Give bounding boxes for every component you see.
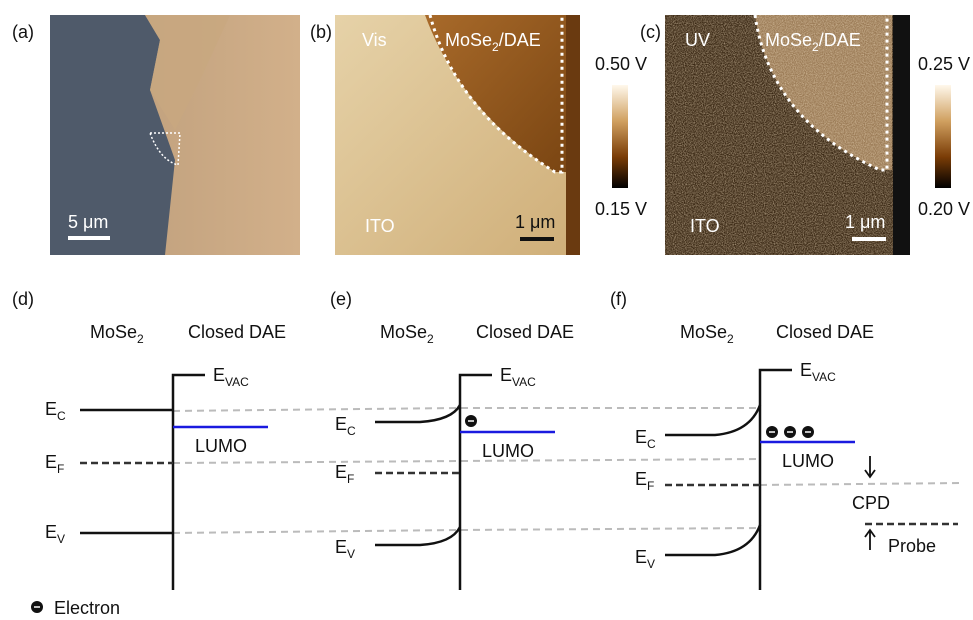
- text: E: [213, 365, 225, 385]
- text: E: [335, 462, 347, 482]
- subscript: C: [647, 437, 656, 451]
- panel-label: (c): [640, 22, 661, 42]
- subscript: VAC: [512, 375, 536, 389]
- subscript: V: [647, 557, 655, 571]
- subscript: 2: [137, 332, 144, 346]
- scale-label: 1 μm: [515, 212, 555, 232]
- mode-label: Vis: [362, 30, 387, 50]
- text: MoSe: [380, 322, 427, 342]
- colorbar: [935, 85, 951, 188]
- interface: [173, 375, 205, 590]
- colorbar: [612, 85, 628, 188]
- scale-label: 1 μm: [845, 212, 885, 232]
- reference-line: [173, 459, 760, 463]
- level-label: EVAC: [213, 365, 249, 389]
- text: MoSe: [90, 322, 137, 342]
- level-label: EV: [45, 522, 65, 546]
- subscript: F: [57, 462, 64, 476]
- subscript: 2: [427, 332, 434, 346]
- lumo-label: LUMO: [482, 441, 534, 461]
- subscript: VAC: [225, 375, 249, 389]
- page: {"panels":{ "a":{"label":"(a)","scale_ba…: [0, 0, 973, 620]
- substrate-label: ITO: [365, 216, 395, 236]
- material-label: MoSe2: [90, 322, 144, 346]
- edge: [893, 15, 910, 255]
- scale-bar: [852, 237, 886, 241]
- text: MoSe: [765, 30, 812, 50]
- text: E: [335, 414, 347, 434]
- subscript: V: [347, 547, 355, 561]
- subscript: 2: [727, 332, 734, 346]
- lumo-label: LUMO: [195, 436, 247, 456]
- level-label: EV: [335, 537, 355, 561]
- reference-line: [760, 483, 960, 485]
- text: /DAE: [499, 30, 541, 50]
- subscript: C: [347, 424, 356, 438]
- arrow: [865, 530, 875, 550]
- reference-line: [173, 528, 760, 533]
- reference-line: [173, 408, 760, 411]
- scale-bar: [68, 236, 110, 240]
- material-label: Closed DAE: [188, 322, 286, 342]
- material-label: Closed DAE: [776, 322, 874, 342]
- probe-label: Probe: [888, 536, 936, 556]
- text: E: [45, 452, 57, 472]
- text: E: [45, 399, 57, 419]
- lumo-label: LUMO: [782, 451, 834, 471]
- panel-label: (a): [12, 22, 34, 42]
- panel-label: (f): [610, 289, 627, 309]
- level-label: EC: [45, 399, 66, 423]
- mode-label: UV: [685, 30, 710, 50]
- scale-bar: [520, 237, 554, 241]
- panel-label: (b): [310, 22, 332, 42]
- subscript: V: [57, 532, 65, 546]
- text: E: [635, 427, 647, 447]
- panel-label: (e): [330, 289, 352, 309]
- interface: [760, 370, 792, 590]
- text: E: [635, 547, 647, 567]
- subscript: C: [57, 409, 66, 423]
- colorbar-max: 0.25 V: [918, 54, 970, 74]
- legend-label: Electron: [54, 598, 120, 618]
- level-label: EV: [635, 547, 655, 571]
- text: MoSe: [680, 322, 727, 342]
- scale-label: 5 μm: [68, 212, 108, 232]
- material-label: MoSe2: [680, 322, 734, 346]
- level-label: EC: [635, 427, 656, 451]
- panel-label: (d): [12, 289, 34, 309]
- text: E: [635, 469, 647, 489]
- edge: [566, 15, 580, 255]
- text: E: [500, 365, 512, 385]
- colorbar-min: 0.15 V: [595, 199, 647, 219]
- level-label: EC: [335, 414, 356, 438]
- text: MoSe: [445, 30, 492, 50]
- conduction-band: [665, 405, 760, 435]
- subscript: F: [347, 472, 354, 486]
- material-label: MoSe2: [380, 322, 434, 346]
- material-label: Closed DAE: [476, 322, 574, 342]
- substrate-label: ITO: [690, 216, 720, 236]
- level-label: EF: [45, 452, 64, 476]
- arrow: [865, 456, 875, 477]
- figure: (a) 5 μm (b) Vis MoSe2/DAE ITO 1 μm 0.50…: [0, 0, 973, 620]
- level-label: EF: [335, 462, 354, 486]
- colorbar-min: 0.20 V: [918, 199, 970, 219]
- cpd-label: CPD: [852, 493, 890, 513]
- text: E: [335, 537, 347, 557]
- level-label: EVAC: [800, 360, 836, 384]
- colorbar-max: 0.50 V: [595, 54, 647, 74]
- subscript: F: [647, 479, 654, 493]
- level-label: EVAC: [500, 365, 536, 389]
- text: E: [800, 360, 812, 380]
- subscript: VAC: [812, 370, 836, 384]
- level-label: EF: [635, 469, 654, 493]
- text: E: [45, 522, 57, 542]
- text: /DAE: [819, 30, 861, 50]
